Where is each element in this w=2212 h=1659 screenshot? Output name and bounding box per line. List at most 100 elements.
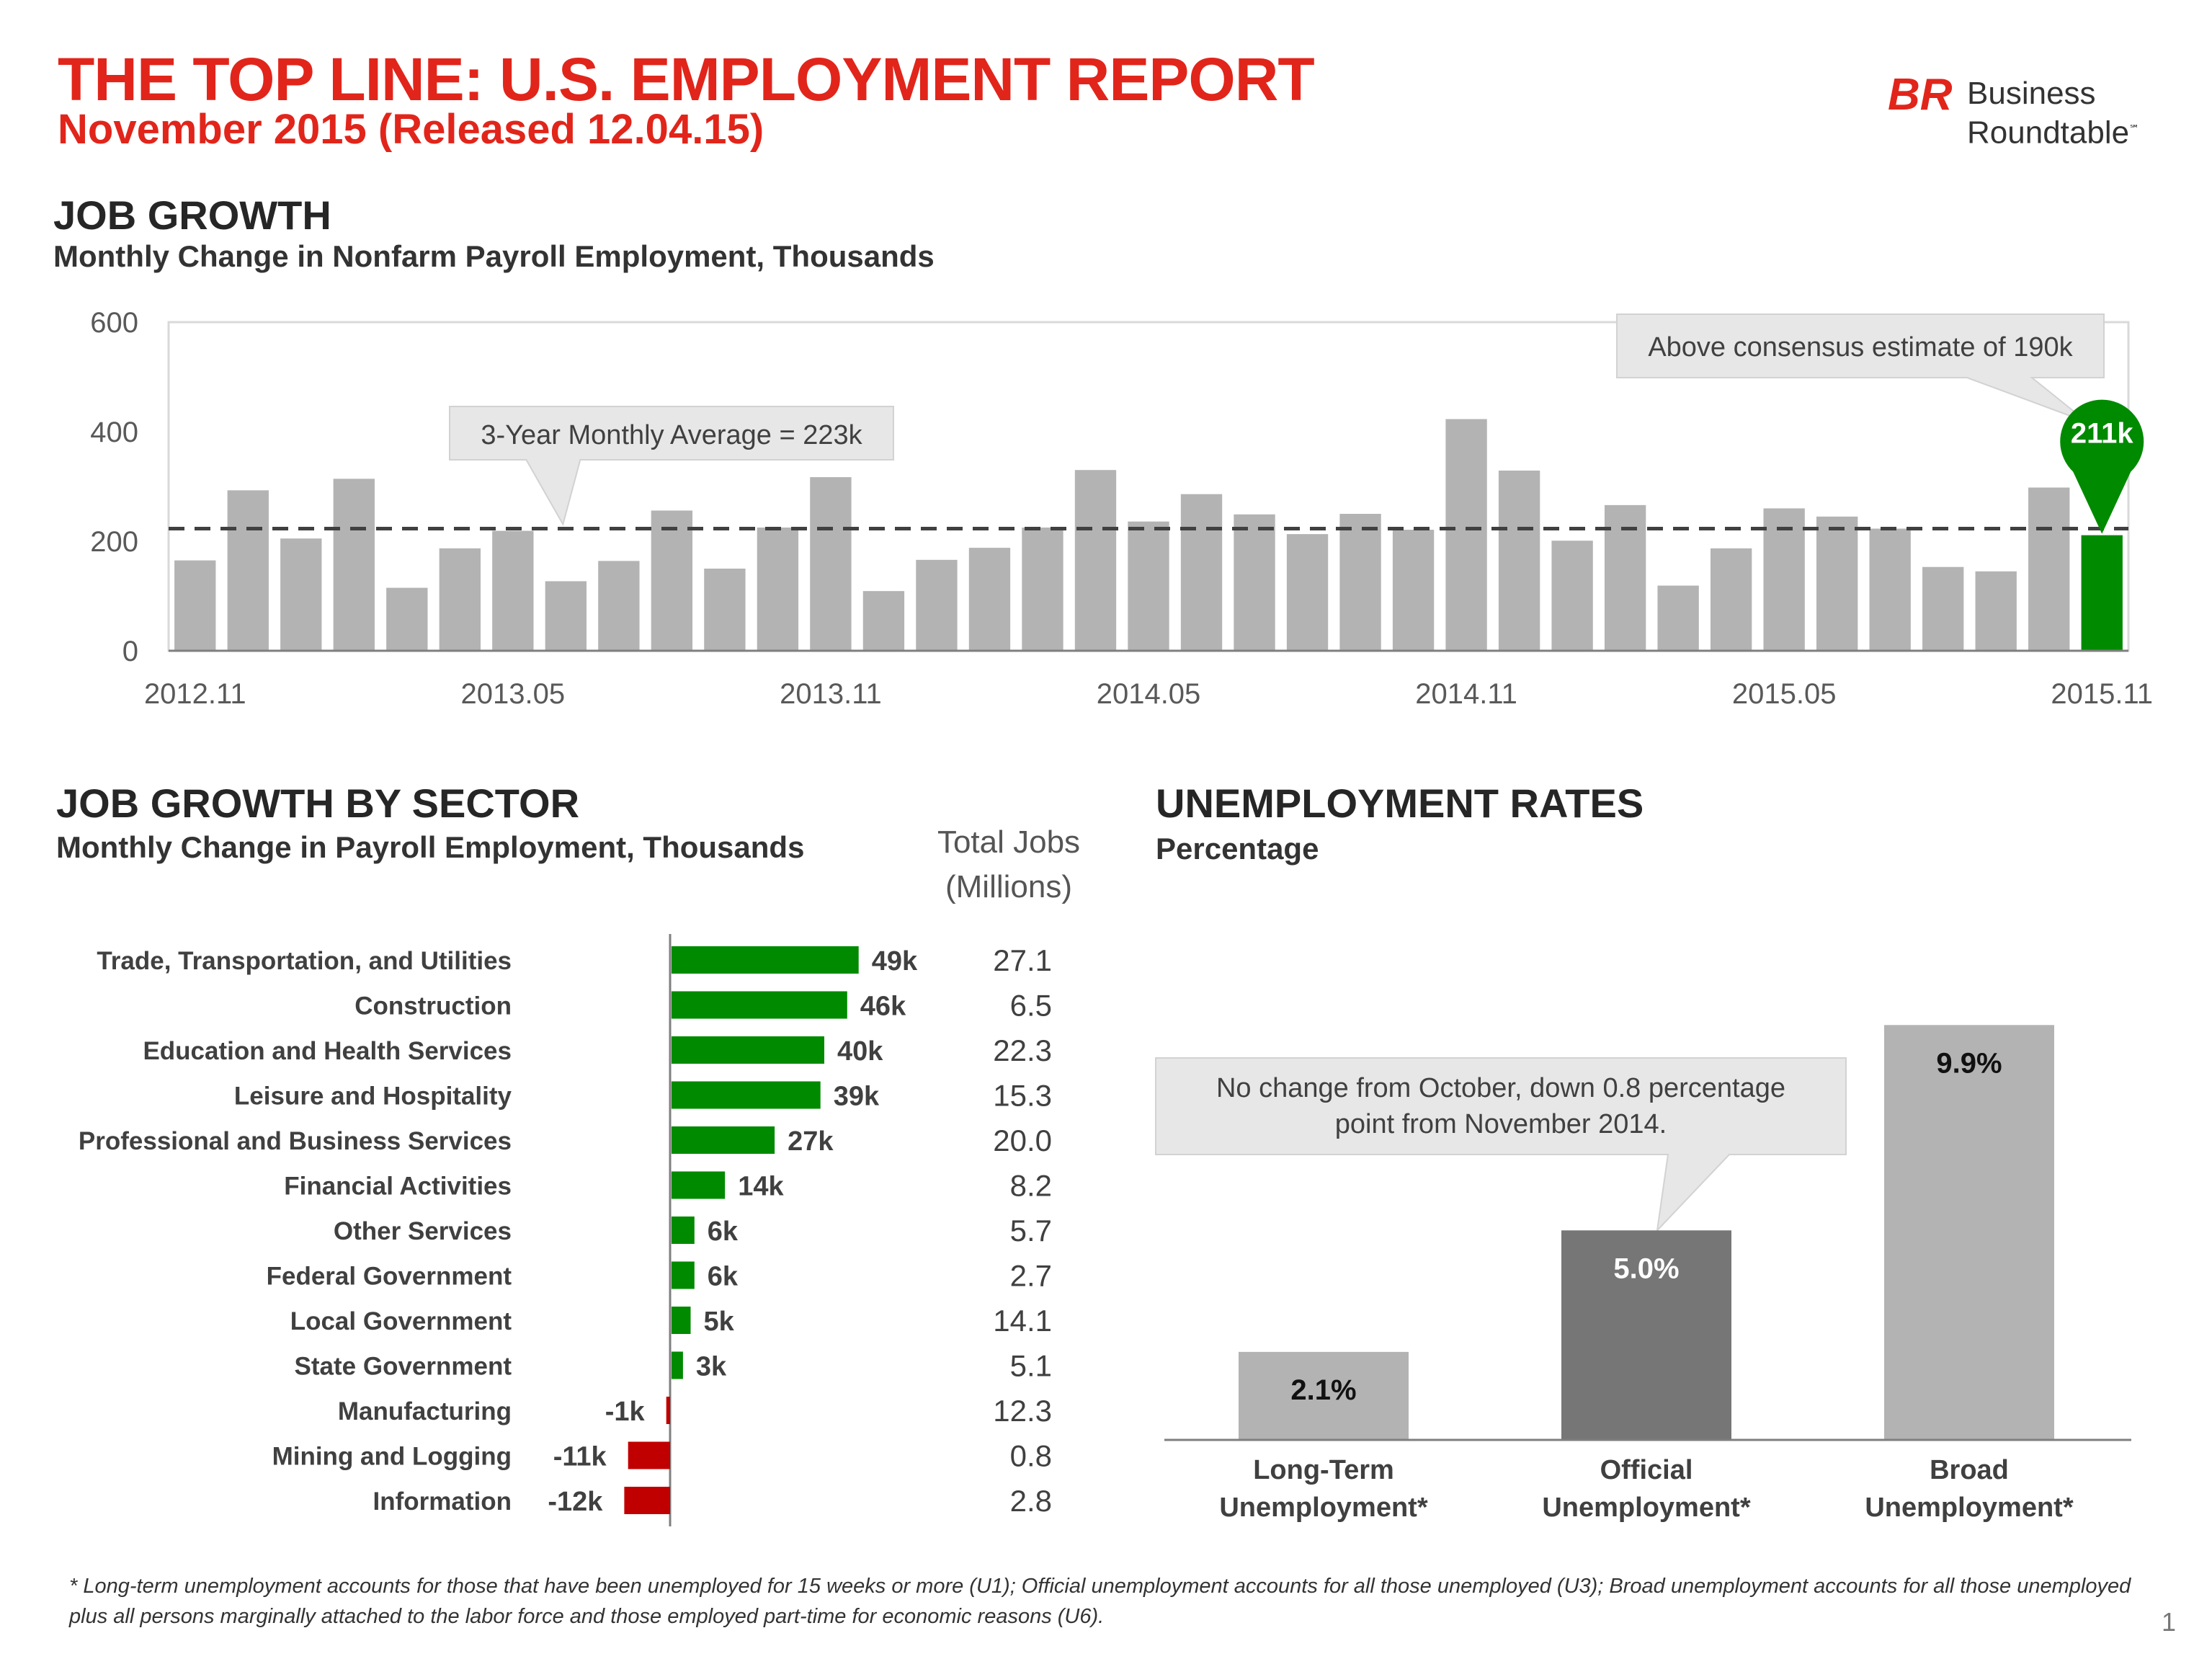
sector-total-jobs-value: 6.5 — [1010, 989, 1052, 1023]
total-jobs-header-line2: (Millions) — [945, 869, 1072, 904]
consensus-callout-label: Above consensus estimate of 190k — [1648, 332, 2073, 363]
sector-value-label: 6k — [708, 1217, 739, 1247]
sector-bar — [672, 1307, 691, 1334]
business-roundtable-logo: BR Business Roundtable℠ — [1888, 72, 2162, 151]
bar — [1392, 530, 1435, 651]
sector-category-label: Local Government — [290, 1307, 512, 1335]
average-callout-label: 3-Year Monthly Average = 223k — [481, 420, 862, 450]
bar — [1816, 516, 1858, 651]
bar — [439, 548, 481, 651]
unemployment-callout-line2: point from November 2014. — [1335, 1109, 1667, 1139]
bar — [1128, 521, 1169, 651]
bar — [1657, 585, 1699, 651]
sector-category-label: Federal Government — [267, 1263, 512, 1291]
bar — [1922, 566, 1964, 651]
job-growth-title: JOB GROWTH — [53, 192, 331, 238]
highlight-marker-label: 211k — [2071, 418, 2134, 450]
br-logo-mark-icon: BR — [1888, 72, 1953, 120]
bar — [862, 591, 905, 651]
sector-category-label: Trade, Transportation, and Utilities — [97, 947, 512, 975]
sector-total-jobs-value: 2.7 — [1010, 1259, 1052, 1293]
sector-category-label: Mining and Logging — [272, 1443, 512, 1471]
bar — [174, 560, 216, 651]
sector-total-jobs-value: 20.0 — [993, 1124, 1052, 1157]
bar — [1180, 494, 1223, 651]
sector-value-label: -12k — [548, 1487, 603, 1517]
sector-category-label: Financial Activities — [284, 1173, 512, 1201]
unemployment-category-label: Long-Term — [1253, 1455, 1394, 1485]
logo-text-roundtable: Roundtable℠ — [1967, 115, 2140, 151]
sector-bar — [672, 1081, 821, 1109]
sector-value-label: 3k — [696, 1352, 727, 1382]
sector-total-jobs-value: 5.7 — [1010, 1214, 1052, 1247]
sector-value-label: -1k — [605, 1397, 646, 1427]
bar — [1869, 528, 1911, 651]
page-subtitle: November 2015 (Released 12.04.15) — [58, 106, 764, 153]
unemployment-bar — [1884, 1025, 2054, 1440]
y-tick-label: 600 — [90, 307, 138, 339]
sector-value-label: -11k — [553, 1442, 607, 1472]
sector-total-jobs-value: 8.2 — [1010, 1169, 1052, 1203]
unemployment-callout-box — [1155, 1057, 1847, 1233]
bar — [651, 510, 693, 651]
unemployment-value-label: 9.9% — [1936, 1047, 2002, 1079]
page-title: THE TOP LINE: U.S. EMPLOYMENT REPORT — [58, 45, 1315, 113]
consensus-callout-box — [1616, 313, 2105, 423]
bar — [916, 559, 958, 651]
sector-category-label: Education and Health Services — [143, 1037, 512, 1065]
bar — [1551, 541, 1593, 651]
sector-category-label: Information — [373, 1487, 512, 1516]
sector-value-label: 39k — [834, 1082, 880, 1112]
unemployment-callout-line1: No change from October, down 0.8 percent… — [1216, 1073, 1785, 1103]
sector-bar — [672, 1036, 824, 1064]
sector-bar — [672, 1351, 683, 1379]
bar — [1498, 470, 1540, 651]
unemployment-chart: No change from October, down 0.8 percent… — [1155, 1025, 2131, 1523]
y-tick-label: 400 — [90, 417, 138, 448]
unemployment-category-label: Unemployment* — [1219, 1493, 1427, 1523]
bar — [1286, 534, 1329, 651]
bar — [704, 569, 746, 651]
bar — [1074, 470, 1117, 651]
sector-total-jobs-value: 15.3 — [993, 1079, 1052, 1113]
sector-title: JOB GROWTH BY SECTOR — [56, 780, 580, 826]
bar — [492, 530, 534, 651]
unemployment-bar — [1239, 1351, 1409, 1440]
sector-total-jobs-value: 2.8 — [1010, 1484, 1052, 1518]
bar — [757, 528, 799, 651]
sector-total-jobs-value: 27.1 — [993, 943, 1052, 977]
sector-category-label: State Government — [295, 1353, 512, 1381]
bar — [227, 490, 269, 651]
total-jobs-header-line1: Total Jobs — [937, 824, 1081, 860]
bar — [545, 581, 587, 651]
sector-value-label: 27k — [788, 1126, 834, 1157]
bar — [386, 587, 428, 651]
sector-category-label: Professional and Business Services — [79, 1127, 512, 1155]
sector-category-label: Other Services — [334, 1217, 512, 1245]
sector-total-jobs-value: 5.1 — [1010, 1349, 1052, 1383]
sector-category-label: Leisure and Hospitality — [234, 1082, 512, 1111]
x-tick-label: 2012.11 — [144, 678, 246, 710]
sector-subtitle: Monthly Change in Payroll Employment, Th… — [56, 830, 805, 864]
sector-bar — [666, 1397, 670, 1424]
logo-text-business: Business — [1967, 76, 2096, 111]
bar — [2028, 487, 2070, 651]
sector-value-label: 14k — [738, 1172, 784, 1202]
bar — [1022, 528, 1063, 651]
x-tick-label: 2015.05 — [1732, 678, 1837, 710]
total-jobs-header: Total Jobs (Millions) — [893, 820, 1124, 909]
sector-value-label: 5k — [704, 1307, 735, 1337]
logo-trademark: ℠ — [2129, 123, 2140, 134]
sector-bar — [672, 946, 859, 974]
unemployment-category-label: Unemployment* — [1542, 1493, 1750, 1523]
bar — [1339, 514, 1381, 651]
svg-text:BR: BR — [1888, 72, 1953, 120]
sector-value-label: 49k — [872, 946, 918, 977]
sector-total-jobs-value: 14.1 — [993, 1304, 1052, 1338]
job-growth-chart: 0 200 400 600 2012.11 2013.05 2013.11 2014.05 20… — [90, 307, 2153, 710]
sector-bar — [672, 1171, 726, 1199]
unemployment-category-label: Official — [1600, 1455, 1693, 1485]
unemployment-bar — [1561, 1230, 1731, 1440]
average-callout-box — [449, 406, 894, 527]
bar — [1763, 508, 1805, 651]
